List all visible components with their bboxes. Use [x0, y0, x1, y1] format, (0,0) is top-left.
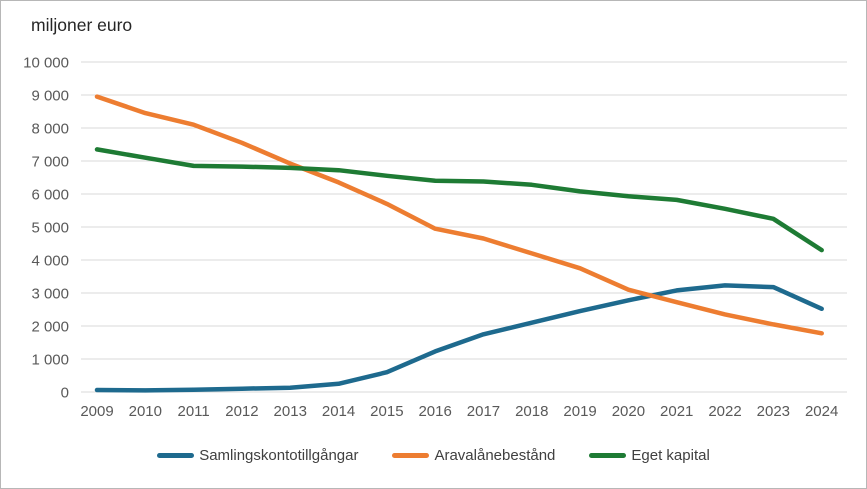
legend-label: Eget kapital — [631, 447, 710, 464]
y-tick-label: 8 000 — [31, 121, 69, 138]
x-tick-label: 2024 — [805, 403, 838, 420]
x-tick-label: 2009 — [80, 403, 113, 420]
y-tick-label: 1 000 — [31, 352, 69, 369]
y-tick-label: 6 000 — [31, 187, 69, 204]
y-tick-label: 4 000 — [31, 253, 69, 270]
x-tick-label: 2013 — [274, 403, 307, 420]
y-axis-labels: 0 1 000 2 000 3 000 4 000 5 000 6 000 7 000 8 00… — [23, 55, 69, 402]
x-tick-label: 2021 — [660, 403, 693, 420]
legend-swatch-icon — [157, 453, 195, 458]
y-tick-label: 0 — [61, 385, 69, 402]
y-tick-label: 9 000 — [31, 88, 69, 105]
x-tick-label: 2016 — [418, 403, 451, 420]
gridlines — [81, 61, 847, 393]
x-tick-label: 2011 — [177, 403, 209, 420]
legend-label: Aravalånebestånd — [434, 447, 556, 464]
series-line-2 — [94, 147, 824, 253]
x-tick-label: 2022 — [708, 403, 741, 420]
legend-swatch-icon — [392, 453, 430, 458]
x-tick-label: 2010 — [129, 403, 162, 420]
x-tick-label: 2020 — [612, 403, 645, 420]
x-axis-labels: 2009 2010 2011 2012 2013 2014 2015 2016 2017 2018… — [80, 403, 838, 420]
y-tick-label: 3 000 — [31, 286, 69, 303]
x-tick-label: 2018 — [515, 403, 548, 420]
legend-label: Samlingskontotillgångar — [199, 447, 359, 464]
x-tick-label: 2015 — [370, 403, 403, 420]
y-tick-label: 2 000 — [31, 319, 69, 336]
y-tick-label: 7 000 — [31, 154, 69, 171]
legend-swatch-icon — [589, 453, 627, 458]
y-tick-label: 5 000 — [31, 220, 69, 237]
chart-title: miljoner euro — [31, 15, 132, 35]
x-tick-label: 2023 — [757, 403, 790, 420]
y-tick-label: 10 000 — [23, 55, 69, 72]
x-tick-label: 2012 — [225, 403, 258, 420]
chart-legend: Samlingskontotillgångar Aravalånebestånd E… — [1, 447, 866, 464]
series-lines — [94, 94, 824, 393]
x-tick-label: 2019 — [563, 403, 596, 420]
legend-item-2: Eget kapital — [589, 447, 710, 464]
series-line-1 — [94, 94, 824, 336]
legend-item-0: Samlingskontotillgångar — [157, 447, 358, 464]
x-tick-label: 2017 — [467, 403, 500, 420]
series-line-0 — [94, 283, 824, 393]
x-tick-label: 2014 — [322, 403, 355, 420]
legend-item-1: Aravalånebestånd — [392, 447, 555, 464]
